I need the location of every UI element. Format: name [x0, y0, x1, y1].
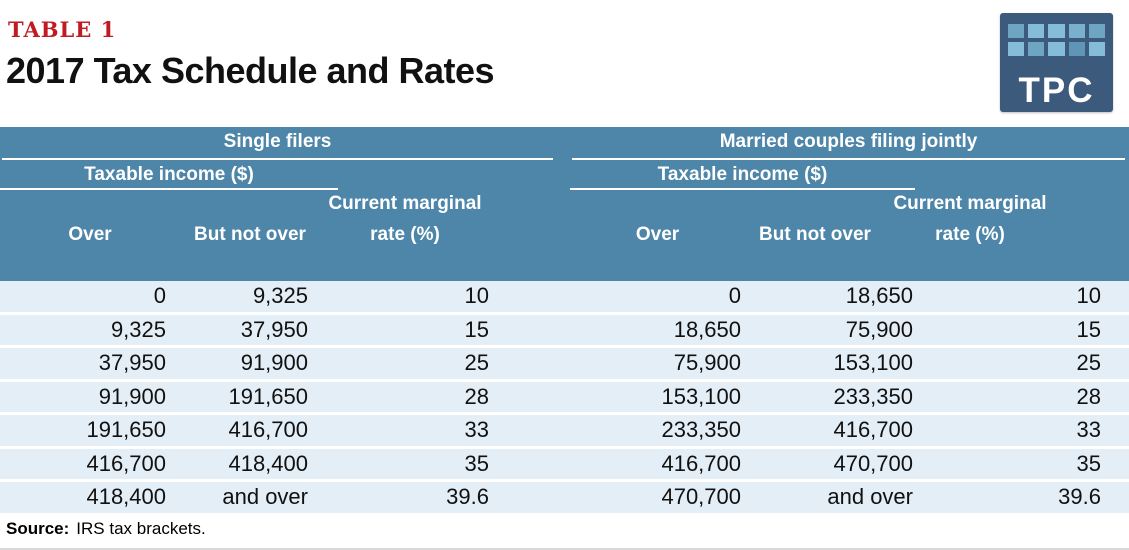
cell-married-over: 153,100: [661, 383, 741, 409]
logo-tile: [1068, 42, 1085, 56]
cell-single-but-not-over: 416,700: [228, 417, 308, 443]
col-header-married-rate-line2: rate (%): [935, 224, 1005, 245]
logo-tile: [1068, 24, 1085, 38]
cell-single-but-not-over: 37,950: [240, 316, 308, 342]
cell-single-over: 418,400: [86, 484, 166, 510]
col-header-married-rate-line1: Current marginal: [893, 193, 1047, 214]
col-header-single-rate-line2: rate (%): [370, 224, 440, 245]
logo-tile: [1008, 42, 1025, 56]
cell-married-over: 0: [728, 283, 741, 309]
cell-single-rate: 25: [464, 350, 489, 376]
col-header-single-rate-line1: Current marginal: [328, 193, 482, 214]
cell-married-but-not-over: 153,100: [833, 350, 913, 376]
table-number-label: TABLE 1: [8, 17, 117, 42]
logo-grid-icon: [1008, 24, 1105, 56]
cell-single-rate: 35: [464, 450, 489, 476]
group-title-married-jointly: Married couples filing jointly: [572, 127, 1125, 160]
cell-single-over: 91,900: [98, 383, 166, 409]
table-header: Single filers Taxable income ($) Over Bu…: [0, 127, 1129, 281]
col-header-single-rate: Current marginal rate (%): [320, 188, 490, 250]
cell-single-over: 37,950: [98, 350, 166, 376]
logo-tile: [1048, 42, 1065, 56]
cell-single-but-not-over: and over: [222, 484, 308, 510]
col-header-single-over: Over: [68, 224, 112, 245]
cell-married-rate: 35: [1076, 450, 1101, 476]
cell-single-rate: 28: [464, 383, 489, 409]
married-taxable-income-underline: Taxable income ($): [570, 162, 915, 190]
cell-married-but-not-over: 416,700: [833, 417, 913, 443]
source-note: Source: IRS tax brackets.: [6, 519, 206, 539]
married-column-headers: Over But not over Current marginal rate …: [570, 190, 1127, 283]
table-row: 191,650 416,700 33 233,350 416,700 33: [0, 415, 1129, 446]
cell-married-rate: 10: [1076, 283, 1101, 309]
cell-single-rate: 10: [464, 283, 489, 309]
single-taxable-income-underline: Taxable income ($): [0, 162, 338, 190]
cell-married-but-not-over: 18,650: [845, 283, 913, 309]
cell-married-rate: 39.6: [1058, 484, 1101, 510]
source-text: IRS tax brackets.: [76, 519, 206, 538]
cell-single-but-not-over: 191,650: [228, 383, 308, 409]
cell-married-over: 75,900: [673, 350, 741, 376]
table-row: 37,950 91,900 25 75,900 153,100 25: [0, 348, 1129, 379]
logo-tile: [1008, 24, 1025, 38]
logo-text: TPC: [1018, 71, 1095, 110]
married-taxable-income-header: Taxable income ($): [657, 164, 828, 185]
cell-married-rate: 25: [1076, 350, 1101, 376]
cell-married-over: 470,700: [661, 484, 741, 510]
logo-tile: [1088, 42, 1105, 56]
tpc-logo: TPC: [1000, 13, 1113, 112]
cell-married-rate: 28: [1076, 383, 1101, 409]
cell-single-rate: 15: [464, 316, 489, 342]
table-row: 91,900 191,650 28 153,100 233,350 28: [0, 381, 1129, 412]
table-body: 0 9,325 10 0 18,650 10 9,325 37,950 15 18,650 75,9…: [0, 281, 1129, 513]
cell-single-but-not-over: 9,325: [252, 283, 308, 309]
bottom-divider: [0, 548, 1129, 550]
table-row: 416,700 418,400 35 416,700 470,700 35: [0, 448, 1129, 479]
cell-single-but-not-over: 91,900: [240, 350, 308, 376]
header-group-married: Married couples filing jointly Taxable i…: [570, 127, 1127, 281]
logo-tile: [1028, 42, 1045, 56]
cell-married-rate: 15: [1076, 316, 1101, 342]
cell-single-rate: 39.6: [446, 484, 489, 510]
cell-single-over: 416,700: [86, 450, 166, 476]
logo-tile: [1088, 24, 1105, 38]
col-header-single-but-not-over: But not over: [194, 224, 306, 245]
logo-tile: [1048, 24, 1065, 38]
col-header-married-over: Over: [635, 224, 680, 245]
col-header-married-rate: Current marginal rate (%): [885, 188, 1055, 250]
table-row: 0 9,325 10 0 18,650 10: [0, 281, 1129, 312]
cell-single-over: 0: [153, 283, 166, 309]
cell-married-but-not-over: 470,700: [833, 450, 913, 476]
cell-married-over: 416,700: [661, 450, 741, 476]
table-row: 9,325 37,950 15 18,650 75,900 15: [0, 314, 1129, 345]
cell-married-but-not-over: and over: [827, 484, 913, 510]
header-group-single: Single filers Taxable income ($) Over Bu…: [0, 127, 555, 281]
cell-married-rate: 33: [1076, 417, 1101, 443]
cell-married-but-not-over: 233,350: [833, 383, 913, 409]
col-header-married-but-not-over: But not over: [759, 224, 871, 245]
page-title: 2017 Tax Schedule and Rates: [6, 50, 495, 91]
group-title-single-filers: Single filers: [2, 127, 553, 160]
cell-married-over: 18,650: [673, 316, 741, 342]
source-label: Source:: [6, 519, 70, 538]
cell-married-over: 233,350: [661, 417, 741, 443]
single-taxable-income-header: Taxable income ($): [84, 164, 254, 185]
cell-married-but-not-over: 75,900: [845, 316, 913, 342]
cell-single-rate: 33: [464, 417, 489, 443]
cell-single-but-not-over: 418,400: [228, 450, 308, 476]
logo-tile: [1028, 24, 1045, 38]
cell-single-over: 9,325: [110, 316, 166, 342]
table-row: 418,400 and over 39.6 470,700 and over 39.6: [0, 482, 1129, 513]
cell-single-over: 191,650: [86, 417, 166, 443]
single-column-headers: Over But not over Current marginal rate …: [0, 190, 555, 283]
